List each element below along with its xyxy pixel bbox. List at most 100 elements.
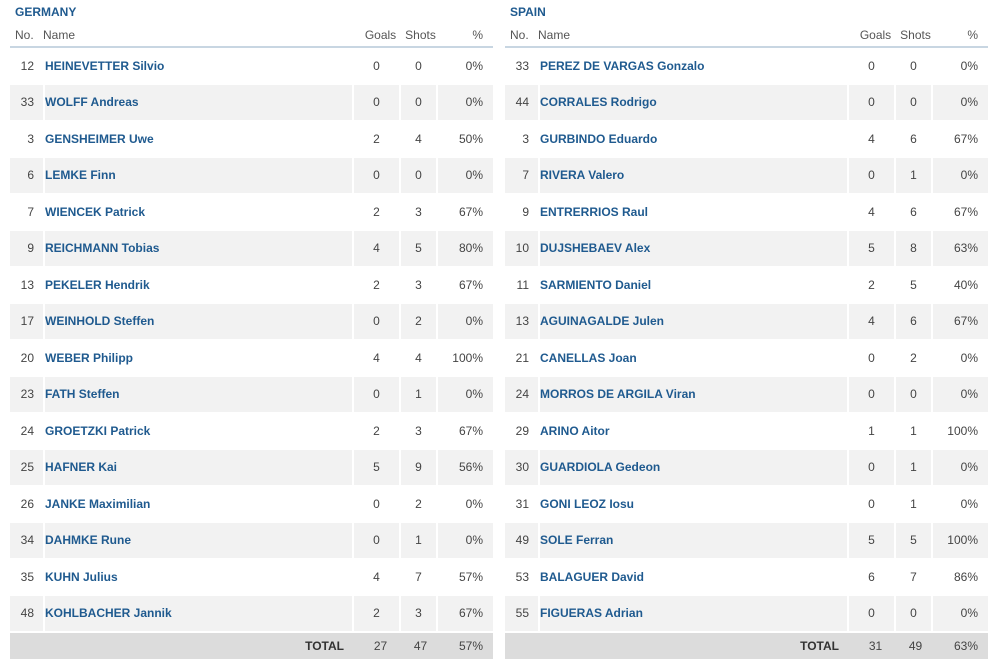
player-name-link[interactable]: MORROS DE ARGILA Viran [540, 387, 696, 402]
player-name-link[interactable]: HEINEVETTER Silvio [45, 58, 165, 73]
player-shots: 5 [896, 522, 933, 558]
player-name-link[interactable]: CORRALES Rodrigo [540, 95, 657, 110]
player-number: 3 [10, 121, 45, 157]
player-goals: 2 [849, 267, 896, 303]
player-number: 29 [505, 413, 540, 449]
table-row: 29 ARINO Aitor 1 1 100% [505, 413, 988, 450]
player-number: 35 [10, 559, 45, 595]
player-goals: 5 [849, 522, 896, 558]
player-name-link[interactable]: FATH Steffen [45, 387, 120, 402]
player-name-link[interactable]: GURBINDO Eduardo [540, 131, 658, 146]
player-name-cell: ENTRERRIOS Raul [540, 194, 849, 230]
player-pct: 100% [947, 533, 978, 548]
player-name-link[interactable]: GROETZKI Patrick [45, 423, 151, 438]
player-name-link[interactable]: SARMIENTO Daniel [540, 277, 652, 292]
player-goals: 4 [849, 303, 896, 339]
table-row: 30 GUARDIOLA Gedeon 0 1 0% [505, 449, 988, 486]
player-name-link[interactable]: ARINO Aitor [540, 423, 610, 438]
player-pct: 100% [947, 423, 978, 438]
player-name-link[interactable]: KOHLBACHER Jannik [45, 606, 172, 621]
table-row: 13 PEKELER Hendrik 2 3 67% [10, 267, 493, 304]
player-shots: 0 [896, 48, 933, 84]
table-row: 3 GURBINDO Eduardo 4 6 67% [505, 121, 988, 158]
player-pct: 0% [960, 350, 978, 365]
team-table-germany: GERMANY No. Name Goals Shots % 12 HEINEVE… [10, 0, 493, 659]
col-name-header: Name [538, 28, 571, 42]
player-name-cell: RIVERA Valero [540, 157, 849, 193]
player-name-link[interactable]: WOLFF Andreas [45, 95, 139, 110]
player-name-link[interactable]: FIGUERAS Adrian [540, 606, 643, 621]
col-no-header: No. [510, 28, 529, 42]
player-pct: 0% [465, 533, 483, 548]
player-name-cell: PEKELER Hendrik [45, 267, 354, 303]
player-name-cell: BALAGUER David [540, 559, 849, 595]
player-name-cell: FIGUERAS Adrian [540, 595, 849, 631]
player-pct: 0% [465, 168, 483, 183]
team-table-spain: SPAIN No. Name Goals Shots % 33 PEREZ DE … [505, 0, 988, 659]
team-title: GERMANY [15, 5, 77, 19]
table-body: 12 HEINEVETTER Silvio 0 0 0% 33 WOLFF Andreas 0… [10, 48, 493, 632]
player-number: 33 [10, 84, 45, 120]
player-name-cell: ARINO Aitor [540, 413, 849, 449]
table-row: 6 LEMKE Finn 0 0 0% [10, 157, 493, 194]
player-pct: 0% [465, 95, 483, 110]
total-label: TOTAL [800, 639, 839, 653]
player-shots: 0 [896, 595, 933, 631]
player-name-link[interactable]: KUHN Julius [45, 569, 118, 584]
player-goals: 0 [849, 376, 896, 412]
player-name-link[interactable]: LEMKE Finn [45, 168, 116, 183]
player-name-link[interactable]: BALAGUER David [540, 569, 645, 584]
player-name-link[interactable]: REICHMANN Tobias [45, 241, 160, 256]
player-pct: 40% [953, 277, 978, 292]
player-goals: 0 [354, 84, 401, 120]
player-name-cell: JANKE Maximilian [45, 486, 354, 522]
player-name-link[interactable]: PEREZ DE VARGAS Gonzalo [540, 58, 705, 73]
player-goals: 4 [354, 230, 401, 266]
player-name-link[interactable]: CANELLAS Joan [540, 350, 637, 365]
player-shots: 2 [401, 303, 438, 339]
player-name-link[interactable]: ENTRERRIOS Raul [540, 204, 649, 219]
player-pct: 0% [960, 460, 978, 475]
table-row: 3 GENSHEIMER Uwe 2 4 50% [10, 121, 493, 158]
player-name-link[interactable]: WEBER Philipp [45, 350, 133, 365]
player-name-link[interactable]: RIVERA Valero [540, 168, 625, 183]
player-name-link[interactable]: AGUINAGALDE Julen [540, 314, 665, 329]
player-shots: 0 [896, 376, 933, 412]
player-name-link[interactable]: SOLE Ferran [540, 533, 614, 548]
player-name-cell: SARMIENTO Daniel [540, 267, 849, 303]
player-name-link[interactable]: HAFNER Kai [45, 460, 118, 475]
col-pct-header: % [472, 28, 483, 42]
player-number: 10 [505, 230, 540, 266]
player-number: 23 [10, 376, 45, 412]
player-pct: 67% [458, 423, 483, 438]
player-shots: 8 [896, 230, 933, 266]
player-pct: 67% [458, 277, 483, 292]
player-shots: 3 [401, 194, 438, 230]
player-name-link[interactable]: GENSHEIMER Uwe [45, 131, 154, 146]
player-name-link[interactable]: DAHMKE Rune [45, 533, 131, 548]
player-number: 3 [505, 121, 540, 157]
player-name-cell: KUHN Julius [45, 559, 354, 595]
player-number: 9 [10, 230, 45, 266]
player-name-link[interactable]: GUARDIOLA Gedeon [540, 460, 661, 475]
player-pct: 86% [953, 569, 978, 584]
player-name-link[interactable]: PEKELER Hendrik [45, 277, 150, 292]
player-goals: 2 [354, 121, 401, 157]
player-name-link[interactable]: WEINHOLD Steffen [45, 314, 155, 329]
player-goals: 5 [849, 230, 896, 266]
player-name-link[interactable]: DUJSHEBAEV Alex [540, 241, 651, 256]
player-number: 20 [10, 340, 45, 376]
player-number: 53 [505, 559, 540, 595]
player-pct: 0% [960, 606, 978, 621]
player-goals: 4 [354, 559, 401, 595]
player-number: 11 [505, 267, 540, 303]
player-name-link[interactable]: GONI LEOZ Iosu [540, 496, 635, 511]
table-body: 33 PEREZ DE VARGAS Gonzalo 0 0 0% 44 CORRALES … [505, 48, 988, 632]
player-shots: 6 [896, 303, 933, 339]
player-number: 13 [505, 303, 540, 339]
player-name-link[interactable]: JANKE Maximilian [45, 496, 151, 511]
player-name-cell: WEBER Philipp [45, 340, 354, 376]
player-name-link[interactable]: WIENCEK Patrick [45, 204, 146, 219]
player-pct: 0% [960, 168, 978, 183]
player-shots: 1 [896, 157, 933, 193]
